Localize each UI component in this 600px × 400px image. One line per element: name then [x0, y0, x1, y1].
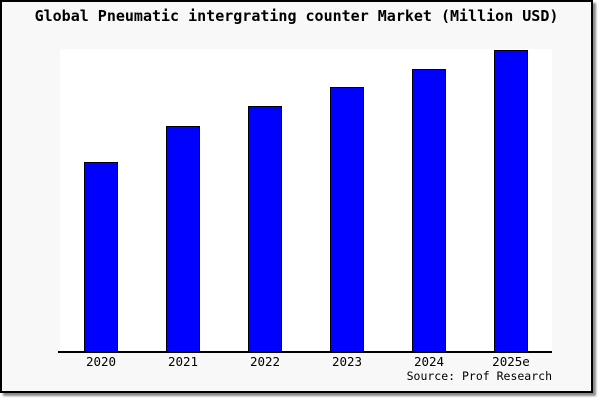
bar-2025e	[494, 50, 528, 351]
bar-2020	[84, 162, 118, 351]
x-tick-label-2025e: 2025e	[492, 354, 530, 369]
x-tick-label-2020: 2020	[85, 354, 117, 369]
bar-2022	[248, 106, 282, 351]
source-credit: Source: Prof Research	[406, 369, 552, 383]
x-tick-label-2024: 2024	[413, 354, 445, 369]
chart-title: Global Pneumatic intergrating counter Ma…	[34, 7, 559, 25]
x-axis-line	[58, 351, 552, 353]
chart-frame: Global Pneumatic intergrating counter Ma…	[0, 0, 593, 393]
plot-area	[60, 49, 552, 351]
bar-2021	[166, 126, 200, 351]
x-tick-label-2021: 2021	[167, 354, 199, 369]
bar-2023	[330, 87, 364, 351]
x-tick-label-2023: 2023	[331, 354, 363, 369]
x-axis-labels: 2020 2021 2022 2023 2024 2025e	[60, 354, 552, 369]
x-tick-label-2022: 2022	[249, 354, 281, 369]
bar-2024	[412, 69, 446, 351]
